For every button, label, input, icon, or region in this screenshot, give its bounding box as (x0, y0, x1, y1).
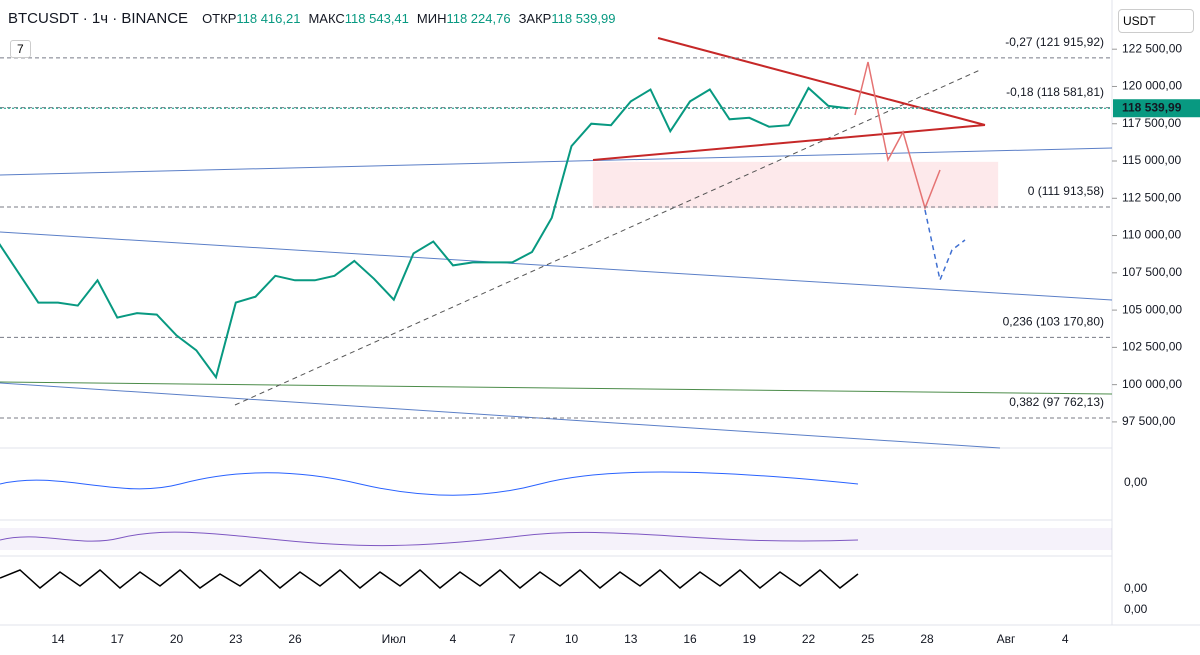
x-tick-label: 25 (861, 632, 875, 646)
zone (593, 162, 998, 208)
y-tick-label: 105 000,00 (1122, 302, 1182, 316)
rsi-band (0, 528, 1112, 550)
trend-line (0, 147, 1113, 176)
ohlc-key: ЗАКР (518, 11, 552, 26)
y-tick-label: 115 000,00 (1122, 153, 1181, 167)
y-tick-label: 112 500,00 (1122, 190, 1181, 204)
x-tick-label: 4 (450, 632, 457, 646)
currency-select[interactable]: USDT (1118, 9, 1194, 33)
trend-line (0, 382, 1001, 449)
x-tick-label: Июл (382, 632, 406, 646)
ohlc-value: 118 224,76 (446, 11, 511, 26)
x-tick-label: 19 (743, 632, 757, 646)
fib-label: 0 (111 913,58) (1028, 184, 1104, 198)
y-tick-label: 117 500,00 (1122, 116, 1181, 130)
fib-label: -0,27 (121 915,92) (1005, 35, 1104, 49)
pane-label: 0,00 (1124, 475, 1148, 489)
macd-line (0, 471, 859, 496)
projection (854, 61, 941, 211)
y-tick-label: 100 000,00 (1122, 377, 1182, 391)
trend-line (234, 69, 981, 406)
trend-line (0, 381, 1113, 395)
fib-label: -0,18 (118 581,81) (1006, 85, 1104, 99)
projection (924, 209, 966, 283)
plot-bg (0, 0, 1112, 655)
x-tick-label: 4 (1062, 632, 1069, 646)
x-tick-label: 23 (229, 632, 243, 646)
x-tick-label: 26 (288, 632, 302, 646)
trend-line (0, 231, 1113, 301)
ohlc-value: 118 539,99 (551, 11, 616, 26)
x-tick-label: 20 (170, 632, 184, 646)
ohlc-key: МИН (416, 11, 447, 26)
last-price-label: 118 539,99 (1122, 100, 1182, 114)
symbol: BTCUSDT · 1ч · BINANCE (8, 10, 189, 27)
indicator-toggle[interactable]: 7 (10, 40, 31, 58)
stoch-line (0, 569, 859, 589)
x-tick-label: 14 (51, 632, 65, 646)
x-tick-label: Авг (997, 632, 1016, 646)
y-tick-label: 107 500,00 (1122, 265, 1182, 279)
pane-label: 0,00 (1124, 581, 1148, 595)
header: BTCUSDT · 1ч · BINANCE ОТКР118 416,21 МАКС… (8, 10, 615, 27)
price-line (0, 86, 849, 380)
y-tick-label: 102 500,00 (1122, 340, 1182, 354)
ohlc-key: ОТКР (202, 11, 237, 26)
y-tick-label: 120 000,00 (1122, 79, 1182, 93)
ohlc: ОТКР118 416,21 МАКС118 543,41 МИН118 224,7… (194, 10, 615, 27)
rsi-line (0, 531, 859, 547)
triangle (592, 124, 986, 161)
last-price-tag (1113, 99, 1200, 118)
x-tick-label: 13 (624, 632, 638, 646)
x-tick-label: 7 (509, 632, 516, 646)
y-tick-label: 110 000,00 (1122, 228, 1181, 242)
x-tick-label: 10 (565, 632, 579, 646)
ohlc-value: 118 416,21 (236, 11, 301, 26)
ohlc-key: МАКС (308, 11, 345, 26)
ohlc-value: 118 543,41 (344, 11, 409, 26)
y-tick-label: 97 500,00 (1122, 414, 1176, 428)
x-tick-label: 22 (802, 632, 816, 646)
fib-label: 0,382 (97 762,13) (1009, 395, 1104, 409)
pane-label: 0,00 (1124, 602, 1148, 616)
x-tick-label: 16 (683, 632, 697, 646)
triangle (657, 37, 986, 126)
x-tick-label: 17 (111, 632, 125, 646)
fib-label: 0,236 (103 170,80) (1003, 315, 1104, 329)
y-tick-label: 122 500,00 (1122, 41, 1182, 55)
x-tick-label: 28 (920, 632, 934, 646)
